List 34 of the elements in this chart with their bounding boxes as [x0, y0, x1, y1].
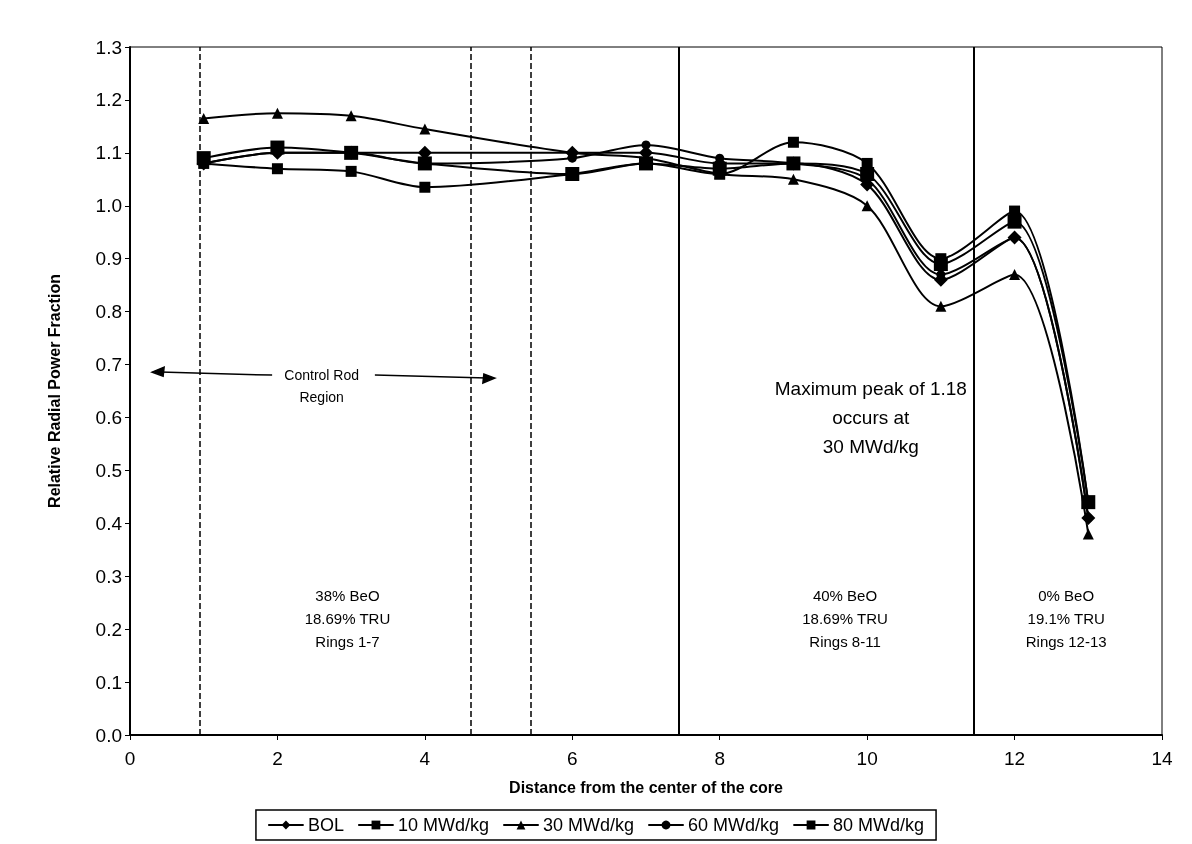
y-axis-title: Relative Radial Power Fraction	[45, 274, 63, 508]
x-tick-label: 8	[714, 748, 725, 769]
y-tick-label: 1.2	[95, 89, 122, 111]
legend-label: 10 MWd/kg	[397, 815, 489, 835]
x-tick-label: 2	[272, 748, 283, 769]
legend-label: BOL	[307, 815, 344, 835]
legend-label: 60 MWd/kg	[688, 815, 780, 835]
x-tick-label: 6	[567, 748, 578, 769]
y-tick-label: 0.7	[95, 354, 122, 376]
x-axis-title: Distance from the center of the core	[509, 778, 784, 796]
annotation: 38% BeO 18.69% TRU Rings 1-7	[304, 586, 391, 651]
y-tick-label: 0.9	[95, 248, 122, 270]
x-tick-label: 4	[419, 748, 431, 769]
y-tick-label: 0.6	[95, 406, 122, 428]
annotation: 0% BeO 19.1% TRU Rings 12-13	[1025, 586, 1107, 651]
y-tick-label: 1.3	[95, 36, 122, 58]
y-tick-label: 0.8	[95, 301, 122, 323]
x-tick-label: 12	[1004, 748, 1026, 769]
x-tick-label: 14	[1151, 748, 1173, 769]
y-tick-label: 0.1	[95, 671, 122, 693]
y-tick-label: 1.1	[95, 142, 122, 164]
annotation: 40% BeO 18.69% TRU Rings 8-11	[802, 586, 888, 651]
legend-label: 30 MWd/kg	[542, 815, 635, 835]
legend-label: 80 MWd/kg	[833, 815, 925, 835]
annotation: Control Rod Region	[284, 366, 360, 405]
y-tick-label: 0.2	[95, 618, 122, 640]
y-tick-label: 0.3	[95, 565, 122, 587]
y-tick-label: 0.0	[95, 724, 122, 746]
x-tick-label: 10	[856, 748, 878, 769]
annotation: Maximum peak of 1.18 occurs at 30 MWd/kg	[774, 377, 967, 458]
x-tick-label: 0	[124, 748, 136, 769]
y-tick-label: 0.4	[95, 512, 123, 534]
y-tick-label: 0.5	[95, 459, 122, 481]
y-tick-label: 1.0	[95, 195, 122, 217]
